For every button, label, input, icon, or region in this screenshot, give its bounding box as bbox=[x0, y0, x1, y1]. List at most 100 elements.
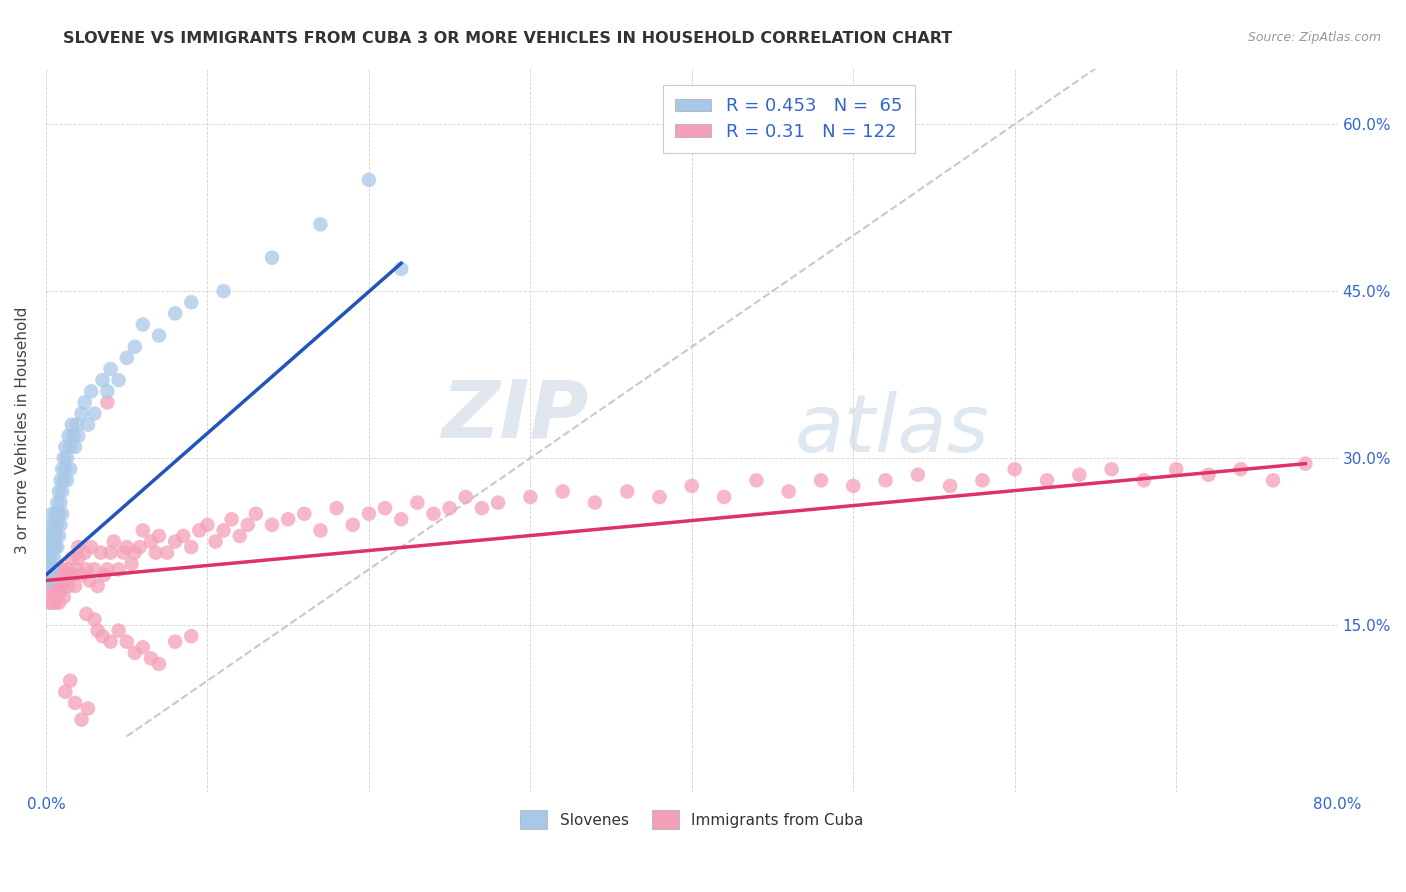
Point bbox=[107, 562, 129, 576]
Point bbox=[46, 574, 69, 588]
Point bbox=[75, 607, 97, 621]
Point bbox=[42, 584, 65, 599]
Point bbox=[1133, 473, 1156, 487]
Point bbox=[100, 546, 122, 560]
Point bbox=[148, 657, 170, 671]
Point bbox=[188, 524, 211, 538]
Point bbox=[42, 551, 65, 566]
Point bbox=[648, 490, 671, 504]
Point bbox=[357, 507, 380, 521]
Point bbox=[165, 634, 187, 648]
Point bbox=[454, 490, 477, 504]
Point bbox=[77, 701, 100, 715]
Point bbox=[112, 546, 135, 560]
Point bbox=[53, 462, 76, 476]
Point bbox=[148, 328, 170, 343]
Point bbox=[51, 462, 73, 476]
Point bbox=[1229, 462, 1251, 476]
Point bbox=[100, 634, 122, 648]
Point bbox=[389, 261, 412, 276]
Point bbox=[212, 524, 235, 538]
Point bbox=[471, 501, 494, 516]
Point bbox=[180, 295, 202, 310]
Point bbox=[41, 596, 63, 610]
Point bbox=[60, 417, 83, 432]
Point bbox=[70, 713, 93, 727]
Point bbox=[58, 579, 80, 593]
Point bbox=[46, 495, 69, 509]
Point bbox=[616, 484, 638, 499]
Point bbox=[86, 624, 108, 638]
Point bbox=[1166, 462, 1188, 476]
Point bbox=[107, 624, 129, 638]
Point bbox=[51, 507, 73, 521]
Point bbox=[139, 534, 162, 549]
Point bbox=[197, 517, 219, 532]
Point bbox=[156, 546, 179, 560]
Point bbox=[1036, 473, 1059, 487]
Point bbox=[59, 568, 82, 582]
Point bbox=[73, 395, 96, 409]
Point bbox=[39, 540, 62, 554]
Point bbox=[107, 373, 129, 387]
Point bbox=[810, 473, 832, 487]
Point bbox=[309, 524, 332, 538]
Point bbox=[38, 574, 60, 588]
Point bbox=[56, 473, 79, 487]
Point bbox=[56, 562, 79, 576]
Y-axis label: 3 or more Vehicles in Household: 3 or more Vehicles in Household bbox=[15, 307, 30, 554]
Point bbox=[46, 517, 69, 532]
Point bbox=[52, 451, 75, 466]
Point bbox=[165, 306, 187, 320]
Point bbox=[486, 495, 509, 509]
Point bbox=[292, 507, 315, 521]
Point bbox=[91, 373, 114, 387]
Point bbox=[63, 696, 86, 710]
Point bbox=[42, 529, 65, 543]
Point bbox=[145, 546, 167, 560]
Text: ZIP: ZIP bbox=[441, 376, 589, 455]
Point bbox=[132, 524, 155, 538]
Point bbox=[59, 462, 82, 476]
Point bbox=[59, 440, 82, 454]
Point bbox=[939, 479, 962, 493]
Point bbox=[165, 534, 187, 549]
Point bbox=[37, 562, 59, 576]
Point bbox=[46, 584, 69, 599]
Point bbox=[45, 540, 67, 554]
Point bbox=[260, 251, 283, 265]
Point bbox=[778, 484, 800, 499]
Point bbox=[41, 562, 63, 576]
Point bbox=[53, 574, 76, 588]
Point bbox=[221, 512, 243, 526]
Point bbox=[42, 540, 65, 554]
Point bbox=[70, 407, 93, 421]
Point bbox=[80, 384, 103, 399]
Point bbox=[73, 546, 96, 560]
Point bbox=[39, 584, 62, 599]
Point bbox=[48, 596, 70, 610]
Point bbox=[79, 574, 101, 588]
Point bbox=[96, 384, 118, 399]
Point bbox=[56, 451, 79, 466]
Point bbox=[66, 562, 89, 576]
Point bbox=[212, 284, 235, 298]
Point bbox=[1261, 473, 1284, 487]
Point bbox=[49, 473, 72, 487]
Text: atlas: atlas bbox=[796, 392, 990, 469]
Point bbox=[374, 501, 396, 516]
Point bbox=[1004, 462, 1026, 476]
Point bbox=[519, 490, 541, 504]
Point bbox=[115, 351, 138, 365]
Point bbox=[39, 551, 62, 566]
Point bbox=[180, 540, 202, 554]
Point bbox=[80, 540, 103, 554]
Point bbox=[236, 517, 259, 532]
Point bbox=[1294, 457, 1316, 471]
Point bbox=[48, 484, 70, 499]
Point bbox=[1101, 462, 1123, 476]
Point bbox=[86, 579, 108, 593]
Point bbox=[41, 529, 63, 543]
Point bbox=[132, 640, 155, 655]
Point bbox=[67, 551, 90, 566]
